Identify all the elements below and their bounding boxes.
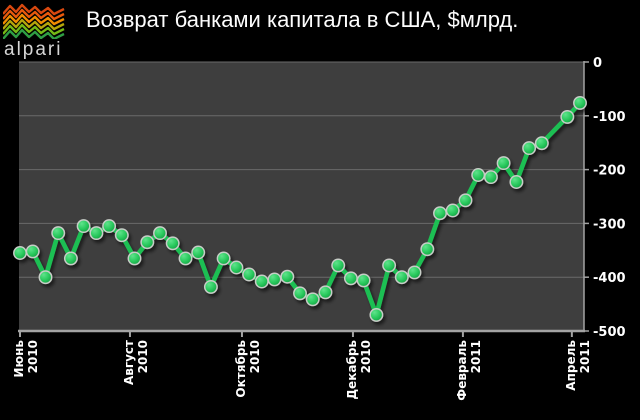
x-tick-year: 2010 xyxy=(248,340,262,373)
y-tick-label: -100 xyxy=(593,110,626,125)
x-tick-month: Октябрь xyxy=(234,340,248,398)
y-tick-label: -300 xyxy=(593,217,626,232)
data-point xyxy=(153,226,167,241)
data-point xyxy=(114,228,129,243)
data-point xyxy=(242,267,257,282)
alpari-mountains-icon xyxy=(3,3,65,39)
data-point xyxy=(254,274,269,289)
data-point xyxy=(394,270,409,285)
data-point xyxy=(165,236,180,251)
data-point xyxy=(420,242,435,257)
data-point xyxy=(382,258,397,273)
plot-area xyxy=(19,62,584,331)
y-tick-label: -500 xyxy=(593,325,626,340)
x-tick-month: Апрель xyxy=(564,340,578,391)
data-point xyxy=(573,95,587,110)
data-point xyxy=(191,245,206,260)
data-point xyxy=(356,273,371,288)
data-point xyxy=(140,235,155,250)
data-point xyxy=(509,175,524,189)
data-point xyxy=(38,270,53,285)
y-tick-label: -200 xyxy=(593,164,626,179)
data-point xyxy=(63,251,78,266)
data-point xyxy=(318,285,333,300)
data-point xyxy=(216,251,231,266)
data-point xyxy=(560,109,575,124)
data-point xyxy=(76,219,91,234)
x-tick-year: 2010 xyxy=(359,340,373,373)
alpari-logo: alpari xyxy=(2,3,82,61)
data-point xyxy=(483,170,498,185)
data-point xyxy=(203,279,218,294)
x-tick-month: Декабрь xyxy=(345,340,359,400)
data-point xyxy=(331,258,346,273)
data-point xyxy=(127,251,142,266)
data-point xyxy=(458,193,473,208)
x-tick-month: Июнь xyxy=(12,340,26,378)
x-tick-month: Август xyxy=(122,340,136,385)
x-tick-year: 2011 xyxy=(469,340,483,373)
data-point xyxy=(369,307,384,322)
x-tick-year: 2011 xyxy=(578,340,592,373)
data-point xyxy=(343,271,358,286)
data-point xyxy=(471,168,486,182)
data-point xyxy=(445,203,460,218)
x-tick-month: Февраль xyxy=(455,340,469,401)
y-tick-label: -400 xyxy=(593,271,626,286)
y-tick-label: 0 xyxy=(593,56,602,71)
data-point xyxy=(293,286,307,301)
data-point xyxy=(178,251,193,266)
data-point xyxy=(407,265,422,280)
data-point xyxy=(305,292,320,307)
data-point xyxy=(51,226,66,241)
data-point xyxy=(25,244,40,259)
data-point xyxy=(522,141,537,156)
data-point xyxy=(496,156,511,171)
data-point xyxy=(102,219,117,234)
x-tick-year: 2010 xyxy=(136,340,150,373)
data-point xyxy=(433,206,447,221)
data-point xyxy=(534,136,549,151)
data-point xyxy=(229,260,244,275)
data-point xyxy=(280,269,295,284)
x-tick-year: 2010 xyxy=(26,340,40,373)
data-point xyxy=(267,272,282,287)
chart-title: Возврат банками капитала в США, $млрд. xyxy=(86,7,519,32)
series-group xyxy=(13,95,587,322)
data-point xyxy=(89,226,104,241)
data-point xyxy=(13,246,27,260)
alpari-logo-label: alpari xyxy=(4,39,63,60)
